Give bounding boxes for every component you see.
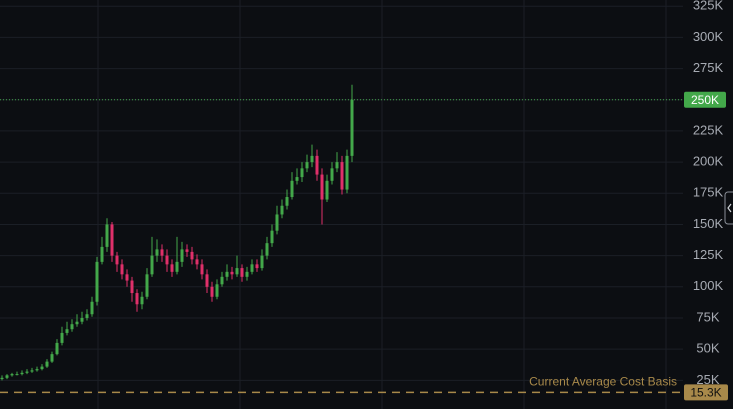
candle-body <box>325 180 329 200</box>
y-tick-label: 300K <box>693 29 724 44</box>
candle-body <box>195 259 199 265</box>
candle-body <box>90 301 94 315</box>
y-tick-label: 325K <box>693 0 724 13</box>
candle-body <box>255 264 259 269</box>
candle-body <box>60 332 64 343</box>
y-axis: 25K 50K 75K 100K 125K 150K 175K 200K 225K 250K 275… <box>684 0 728 401</box>
candle-body <box>95 261 99 302</box>
candle-body <box>30 370 34 372</box>
candle-body <box>155 249 159 256</box>
candle-body <box>330 168 334 181</box>
candle-body <box>245 271 249 277</box>
candle-body <box>160 249 164 256</box>
candle-body <box>210 286 214 297</box>
candle-body <box>105 224 109 247</box>
y-tick-label: 225K <box>693 122 724 137</box>
candle-body <box>145 274 149 297</box>
candle-body <box>240 268 244 277</box>
candle-body <box>270 230 274 244</box>
candle-body <box>200 264 204 275</box>
cost-basis-text: Current Average Cost Basis <box>529 375 677 389</box>
y-tick-label: 125K <box>693 247 724 262</box>
candle-body <box>250 264 254 272</box>
y-tick-label: 25K <box>696 372 719 387</box>
candle-body <box>10 374 14 376</box>
candle-body <box>110 224 114 256</box>
candle-body <box>235 268 239 275</box>
candle-body <box>15 374 19 376</box>
candle-body <box>20 372 24 375</box>
candle-body <box>25 371 29 373</box>
candle-body <box>65 329 69 333</box>
candle-body <box>125 274 129 281</box>
price-label-box <box>684 91 726 108</box>
y-tick-label: 75K <box>696 309 719 324</box>
y-tick-label: 50K <box>696 341 719 356</box>
candle-body <box>55 342 59 355</box>
candle-body <box>150 255 154 275</box>
candle-body <box>130 280 134 294</box>
y-tick-label: 100K <box>693 278 724 293</box>
candle-body <box>0 377 4 380</box>
candle-body <box>80 317 84 322</box>
candle-body <box>135 293 139 305</box>
candle-body <box>40 366 44 370</box>
candle-body <box>215 284 219 297</box>
candle-body <box>220 276 224 285</box>
candle-body <box>190 251 194 260</box>
candle-body <box>50 354 54 362</box>
cost-basis-box <box>684 384 728 401</box>
candle-body <box>225 271 229 277</box>
collapse-button[interactable] <box>724 191 733 225</box>
price-label: 250K <box>691 93 719 107</box>
candle-body <box>275 214 279 231</box>
candle-body <box>140 296 144 305</box>
candle-body <box>290 180 294 198</box>
candle-body <box>185 249 189 252</box>
candle-body <box>345 155 349 190</box>
candle-body <box>295 177 299 181</box>
y-tick-label: 175K <box>693 185 724 200</box>
plot-area: Current Average Cost Basis <box>0 84 683 394</box>
candle-body <box>285 197 289 206</box>
candle-body <box>205 274 209 287</box>
candle-body <box>310 155 314 163</box>
cost-basis-label: 15.3K <box>690 386 721 400</box>
candle-body <box>5 375 9 378</box>
candle-body <box>320 174 324 200</box>
candle-body <box>165 255 169 265</box>
candle-body <box>350 99 354 156</box>
candle-body <box>280 205 284 215</box>
candle-body <box>180 249 184 262</box>
candle-body <box>260 255 264 269</box>
candle-body <box>75 321 79 325</box>
candle-body <box>315 155 319 175</box>
candle-body <box>305 162 309 169</box>
candle-body <box>85 314 89 318</box>
candle-body <box>35 369 39 371</box>
candle-body <box>120 264 124 275</box>
candle-body <box>45 361 49 367</box>
candle-body <box>100 246 104 262</box>
candle-body <box>115 255 119 265</box>
candle-body <box>335 162 339 169</box>
candle-body <box>265 243 269 256</box>
y-tick-label: 275K <box>693 60 724 75</box>
candle-body <box>230 271 234 275</box>
candle-body <box>170 264 174 272</box>
y-tick-label: 200K <box>693 154 724 169</box>
candle-body <box>300 168 304 178</box>
candle-body <box>70 324 74 330</box>
candle-body <box>340 162 344 190</box>
candle-body <box>175 261 179 272</box>
y-tick-label: 150K <box>693 216 724 231</box>
